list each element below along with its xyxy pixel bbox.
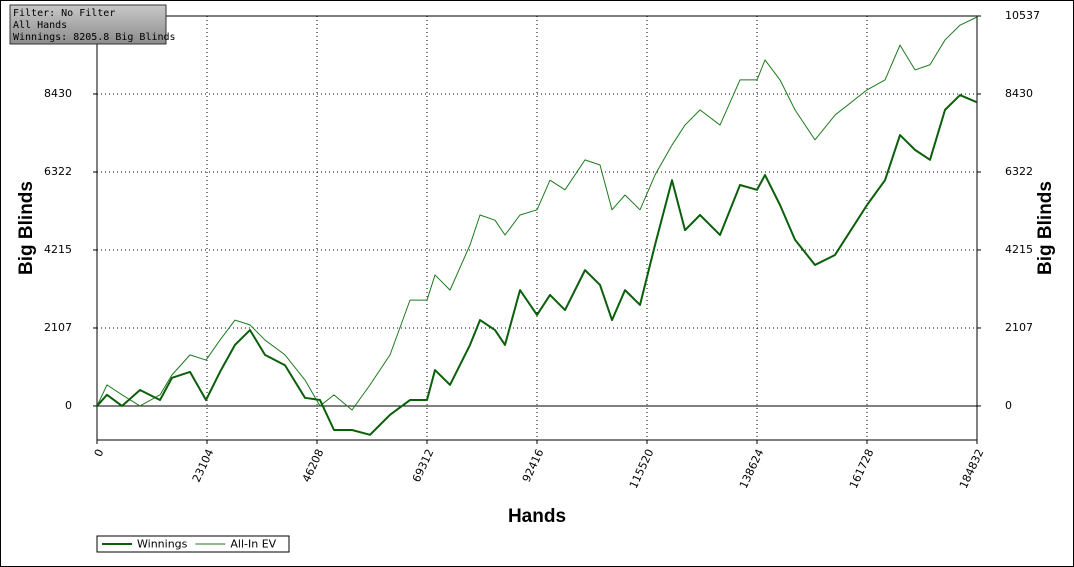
info-line: Winnings: 8205.8 Big Blinds [13,32,176,43]
y2-tick-label: 10537 [1005,9,1040,22]
info-line: Filter: No Filter [13,8,115,19]
x-axis-title: Hands [508,506,566,527]
info-line: All Hands [13,20,67,31]
y-tick-label: 8430 [44,87,72,100]
y2-tick-label: 6322 [1005,165,1033,178]
y-tick-label: 0 [65,399,72,412]
y-axis-title: Big Blinds [16,181,37,275]
series-line [96,16,978,411]
legend-box [96,535,290,553]
y2-tick-label: 0 [1005,399,1012,412]
y2-tick-label: 2107 [1005,321,1033,334]
y-tick-label: 2107 [44,321,72,334]
y2-axis-title: Big Blinds [1035,181,1056,275]
y2-tick-label: 4215 [1005,243,1033,256]
y-tick-label: 4215 [44,243,72,256]
legend-label: All-In EV [230,538,276,551]
legend-label: Winnings [137,538,188,551]
info-box-bg [9,4,167,45]
x-tick-label: 0 [92,447,107,459]
y-tick-label: 6322 [44,165,72,178]
y2-tick-label: 8430 [1005,87,1033,100]
info-box: Filter: No Filter All Hands Winnings: 82… [9,4,176,45]
series-line [96,94,978,436]
